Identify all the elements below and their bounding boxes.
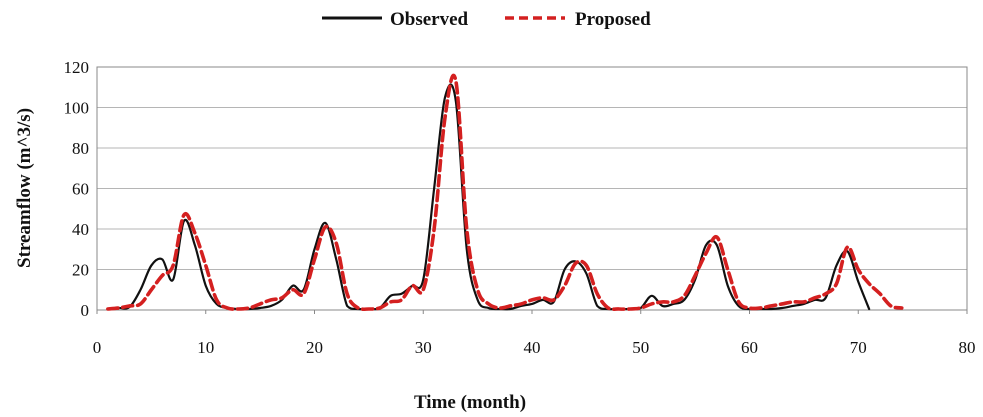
x-tick-label: 50 [632,338,649,357]
y-tick-label: 80 [72,139,89,158]
y-tick-label: 120 [64,58,90,77]
x-axis-title: Time (month) [414,392,526,413]
y-tick-label: 60 [72,180,89,199]
x-tick-label: 70 [850,338,867,357]
legend: Observed Proposed [322,9,651,30]
y-axis-title: Streamflow (m^3/s) [14,108,35,268]
y-tick-label: 100 [64,99,90,118]
y-tick-label: 40 [72,220,89,239]
y-tick-label: 0 [81,301,90,320]
x-tick-label: 10 [197,338,214,357]
gridlines [97,107,967,270]
legend-label-proposed: Proposed [575,9,651,30]
x-tick-label: 80 [959,338,976,357]
legend-label-observed: Observed [390,9,469,30]
series-line-proposed [106,73,904,312]
y-axis: 0 20 40 60 80 100 120 [64,58,90,320]
x-tick-label: 0 [93,338,102,357]
x-axis: 0 10 20 30 40 50 60 70 80 [93,310,976,357]
x-tick-label: 20 [306,338,323,357]
x-tick-label: 30 [415,338,432,357]
x-tick-label: 40 [524,338,541,357]
series-line-observed [106,83,871,311]
y-tick-label: 20 [72,261,89,280]
series-lines [106,73,904,312]
x-tick-label: 60 [741,338,758,357]
